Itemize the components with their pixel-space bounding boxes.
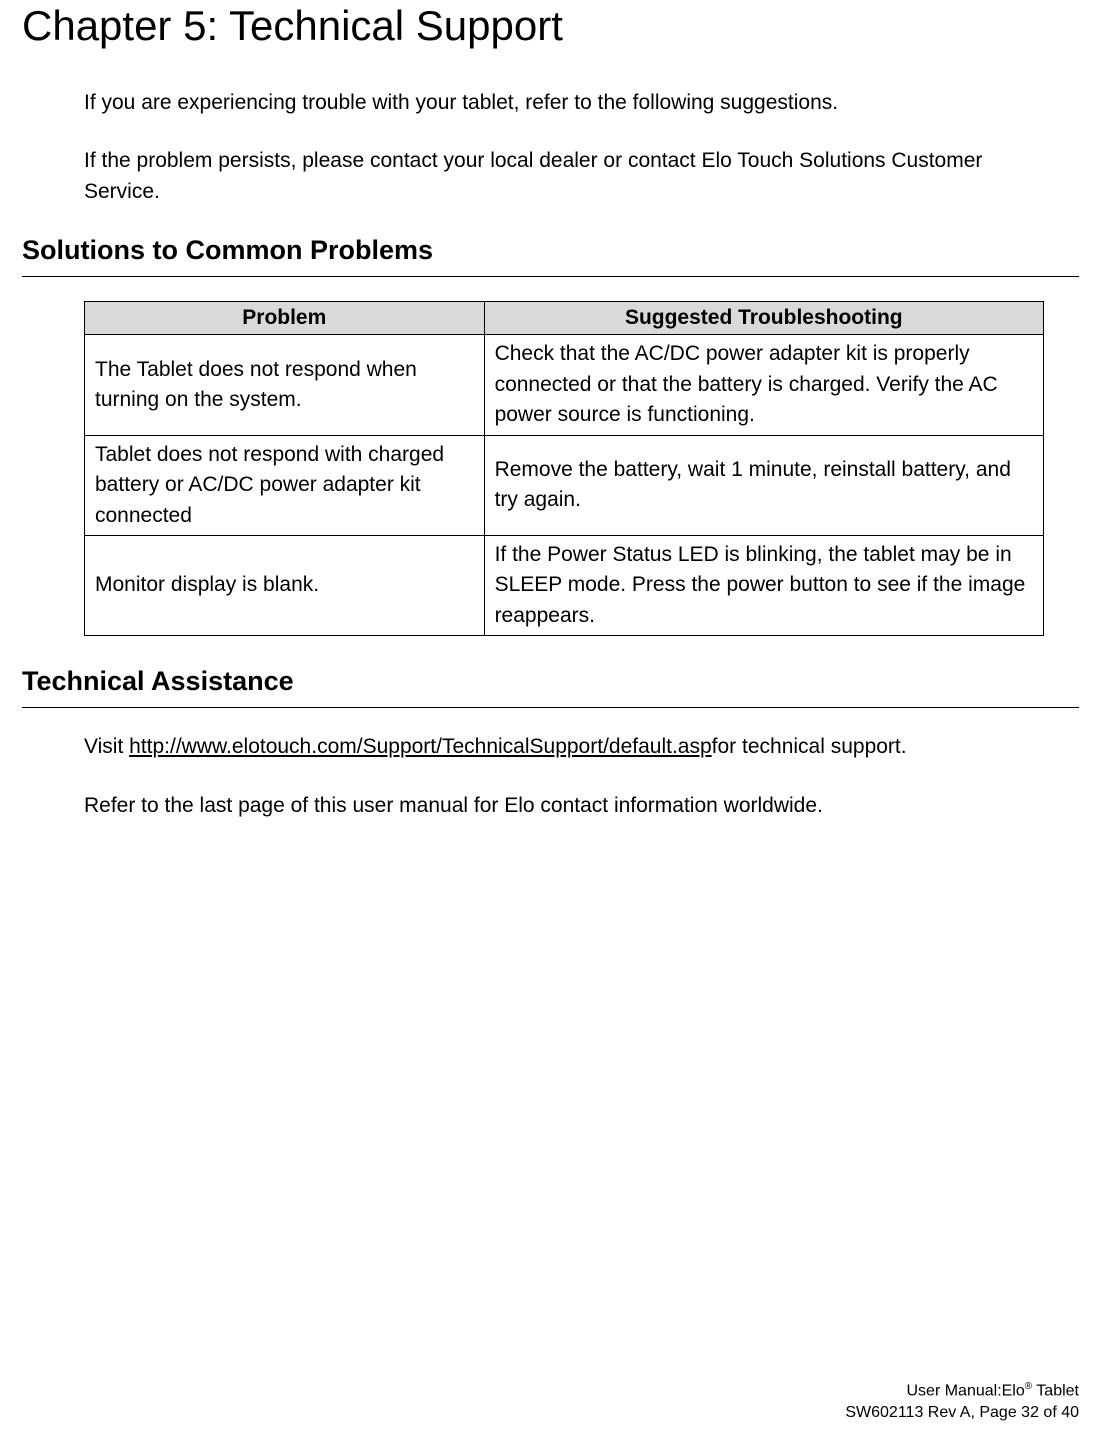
table-cell-solution: If the Power Status LED is blinking, the… [484,535,1043,635]
table-cell-problem: Tablet does not respond with charged bat… [85,435,485,535]
document-page: Chapter 5: Technical Support If you are … [0,0,1101,1450]
table-header-row: Problem Suggested Troubleshooting [85,302,1044,335]
assistance-heading: Technical Assistance [22,666,1079,701]
solutions-heading: Solutions to Common Problems [22,235,1079,270]
table-cell-solution: Remove the battery, wait 1 minute, reins… [484,435,1043,535]
visit-suffix: for technical support. [712,735,907,758]
table-row: The Tablet does not respond when turning… [85,335,1044,435]
footer-line-2: SW602113 Rev A, Page 32 of 40 [845,1402,1079,1424]
table-header-troubleshooting: Suggested Troubleshooting [484,302,1043,335]
assistance-block: Visit http://www.elotouch.com/Support/Te… [22,708,1079,821]
troubleshoot-table: Problem Suggested Troubleshooting The Ta… [84,301,1044,636]
page-footer: User Manual:Elo® Tablet SW602113 Rev A, … [845,1380,1079,1424]
intro-block: If you are experiencing trouble with you… [22,88,1079,207]
table-cell-problem: The Tablet does not respond when turning… [85,335,485,435]
support-url[interactable]: http://www.elotouch.com/Support/Technica… [129,735,712,758]
table-cell-problem: Monitor display is blank. [85,535,485,635]
table-header-problem: Problem [85,302,485,335]
table-row: Monitor display is blank. If the Power S… [85,535,1044,635]
intro-paragraph-1: If you are experiencing trouble with you… [84,88,1039,118]
table-row: Tablet does not respond with charged bat… [85,435,1044,535]
table-cell-solution: Check that the AC/DC power adapter kit i… [484,335,1043,435]
troubleshoot-table-wrap: Problem Suggested Troubleshooting The Ta… [22,277,1079,636]
intro-paragraph-2: If the problem persists, please contact … [84,146,1039,207]
footer-manual-suffix: Tablet [1032,1383,1079,1400]
chapter-title: Chapter 5: Technical Support [22,0,1079,88]
footer-manual-prefix: User Manual:Elo [906,1383,1024,1400]
assistance-refer-line: Refer to the last page of this user manu… [84,791,1039,821]
visit-prefix: Visit [84,735,129,758]
footer-line-1: User Manual:Elo® Tablet [845,1380,1079,1402]
assistance-visit-line: Visit http://www.elotouch.com/Support/Te… [84,732,1039,762]
